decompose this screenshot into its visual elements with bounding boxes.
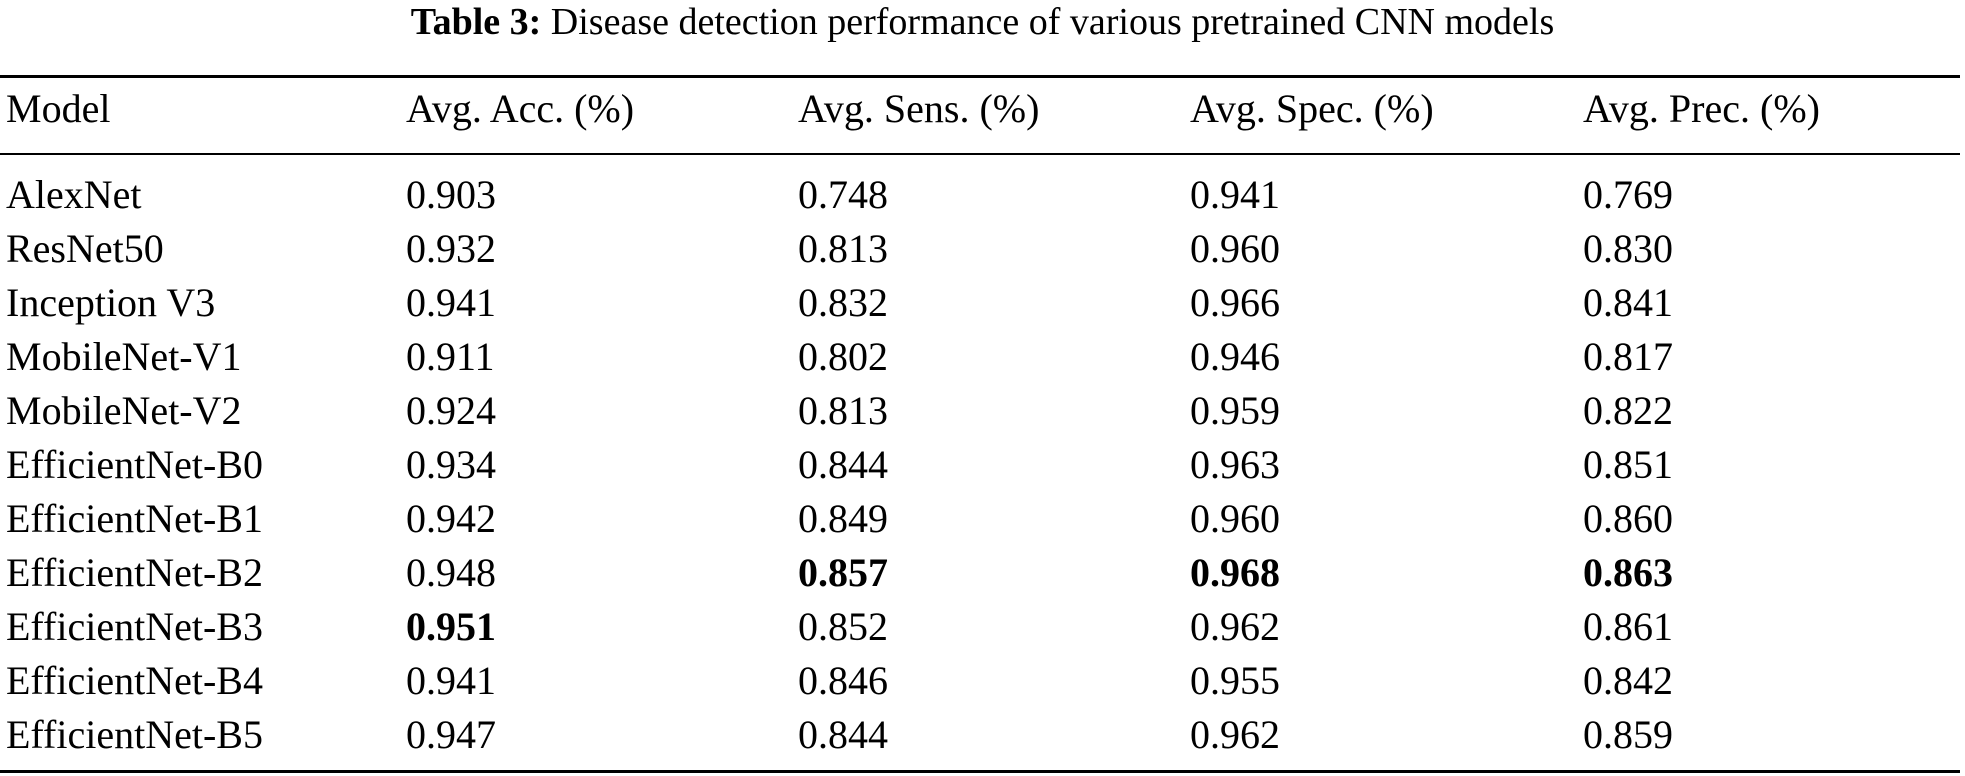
cell-specificity: 0.963 — [1190, 442, 1280, 487]
cell-precision: 0.830 — [1583, 226, 1673, 271]
cell-model: EfficientNet-B0 — [6, 442, 263, 487]
table-row: MobileNet-V2 0.924 0.813 0.959 0.822 — [0, 386, 1960, 440]
cell-model: EfficientNet-B4 — [6, 658, 263, 703]
cell-sensitivity: 0.748 — [798, 172, 888, 217]
table-row: EfficientNet-B3 0.951 0.852 0.962 0.861 — [0, 602, 1960, 656]
cell-model: MobileNet-V1 — [6, 334, 242, 379]
cell-specificity: 0.946 — [1190, 334, 1280, 379]
table-row: EfficientNet-B4 0.941 0.846 0.955 0.842 — [0, 656, 1960, 710]
header-precision: Avg. Prec. (%) — [1583, 86, 1820, 131]
table-header-row: Model Avg. Acc. (%) Avg. Sens. (%) Avg. … — [0, 84, 1960, 144]
cell-specificity: 0.968 — [1190, 550, 1280, 595]
cell-model: EfficientNet-B3 — [6, 604, 263, 649]
cell-model: EfficientNet-B2 — [6, 550, 263, 595]
cell-precision: 0.861 — [1583, 604, 1673, 649]
table-row: EfficientNet-B0 0.934 0.844 0.963 0.851 — [0, 440, 1960, 494]
cell-precision: 0.842 — [1583, 658, 1673, 703]
cell-sensitivity: 0.813 — [798, 226, 888, 271]
cell-specificity: 0.941 — [1190, 172, 1280, 217]
cell-accuracy: 0.941 — [406, 280, 496, 325]
cell-sensitivity: 0.832 — [798, 280, 888, 325]
cell-precision: 0.817 — [1583, 334, 1673, 379]
cell-model: EfficientNet-B1 — [6, 496, 263, 541]
cell-sensitivity: 0.857 — [798, 550, 888, 595]
cell-sensitivity: 0.844 — [798, 442, 888, 487]
cell-accuracy: 0.934 — [406, 442, 496, 487]
cell-model: MobileNet-V2 — [6, 388, 242, 433]
cell-sensitivity: 0.802 — [798, 334, 888, 379]
cell-model: EfficientNet-B5 — [6, 712, 263, 757]
cell-specificity: 0.962 — [1190, 604, 1280, 649]
cell-accuracy: 0.941 — [406, 658, 496, 703]
cell-specificity: 0.960 — [1190, 226, 1280, 271]
caption-label: Table 3: — [410, 1, 542, 43]
cell-accuracy: 0.932 — [406, 226, 496, 271]
cell-accuracy: 0.951 — [406, 604, 496, 649]
cell-accuracy: 0.942 — [406, 496, 496, 541]
table-caption: Table 3: Disease detection performance o… — [0, 0, 1965, 52]
header-model: Model — [6, 86, 111, 131]
table-row: EfficientNet-B5 0.947 0.844 0.962 0.859 — [0, 710, 1960, 764]
table-row: Inception V3 0.941 0.832 0.966 0.841 — [0, 278, 1960, 332]
cell-precision: 0.851 — [1583, 442, 1673, 487]
header-specificity: Avg. Spec. (%) — [1190, 86, 1434, 131]
cell-model: ResNet50 — [6, 226, 164, 271]
cell-specificity: 0.966 — [1190, 280, 1280, 325]
table-header-rule — [0, 153, 1960, 155]
cell-sensitivity: 0.852 — [798, 604, 888, 649]
cell-sensitivity: 0.846 — [798, 658, 888, 703]
cell-sensitivity: 0.844 — [798, 712, 888, 757]
caption-text: Disease detection performance of various… — [550, 1, 1555, 43]
cell-accuracy: 0.911 — [406, 334, 495, 379]
cell-model: AlexNet — [6, 172, 142, 217]
cell-precision: 0.822 — [1583, 388, 1673, 433]
table-row: EfficientNet-B1 0.942 0.849 0.960 0.860 — [0, 494, 1960, 548]
table-row: MobileNet-V1 0.911 0.802 0.946 0.817 — [0, 332, 1960, 386]
table-row: AlexNet 0.903 0.748 0.941 0.769 — [0, 170, 1960, 224]
cell-specificity: 0.962 — [1190, 712, 1280, 757]
header-accuracy: Avg. Acc. (%) — [406, 86, 635, 131]
cell-precision: 0.841 — [1583, 280, 1673, 325]
cell-precision: 0.860 — [1583, 496, 1673, 541]
cell-precision: 0.859 — [1583, 712, 1673, 757]
cell-specificity: 0.955 — [1190, 658, 1280, 703]
table-bottom-rule — [0, 770, 1960, 773]
header-sensitivity: Avg. Sens. (%) — [798, 86, 1040, 131]
cell-precision: 0.863 — [1583, 550, 1673, 595]
table-row: ResNet50 0.932 0.813 0.960 0.830 — [0, 224, 1960, 278]
cell-sensitivity: 0.813 — [798, 388, 888, 433]
cell-accuracy: 0.903 — [406, 172, 496, 217]
cell-specificity: 0.960 — [1190, 496, 1280, 541]
cell-specificity: 0.959 — [1190, 388, 1280, 433]
cell-accuracy: 0.947 — [406, 712, 496, 757]
table-top-rule — [0, 75, 1960, 78]
cell-accuracy: 0.948 — [406, 550, 496, 595]
cell-precision: 0.769 — [1583, 172, 1673, 217]
table-row: EfficientNet-B2 0.948 0.857 0.968 0.863 — [0, 548, 1960, 602]
cell-sensitivity: 0.849 — [798, 496, 888, 541]
cell-model: Inception V3 — [6, 280, 216, 325]
cell-accuracy: 0.924 — [406, 388, 496, 433]
table-body: AlexNet 0.903 0.748 0.941 0.769 ResNet50 0.932… — [0, 170, 1960, 764]
